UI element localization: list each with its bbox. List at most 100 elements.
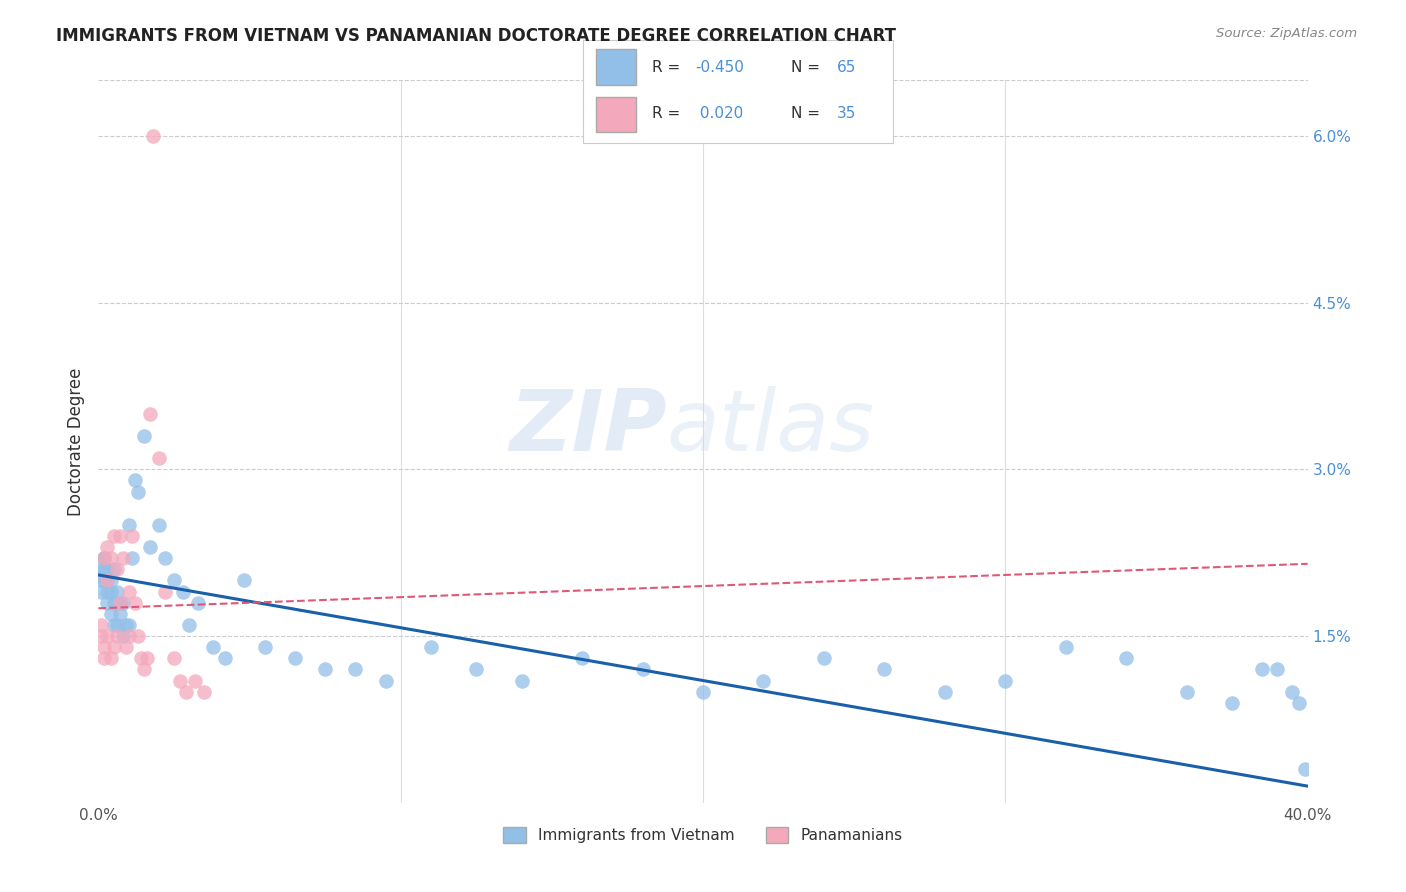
Point xyxy=(124,474,146,488)
Point xyxy=(752,673,775,688)
Point xyxy=(163,651,186,665)
Point xyxy=(93,551,115,566)
Point xyxy=(314,662,336,676)
Point xyxy=(100,584,122,599)
Point xyxy=(103,596,125,610)
Point xyxy=(184,673,207,688)
Point xyxy=(153,551,176,566)
Point xyxy=(93,551,115,566)
Point xyxy=(1220,696,1243,710)
Point xyxy=(1175,684,1198,698)
Point xyxy=(124,596,146,610)
Point xyxy=(202,640,225,655)
FancyBboxPatch shape xyxy=(596,49,636,86)
Point xyxy=(174,684,197,698)
Point xyxy=(100,574,122,588)
Point xyxy=(96,584,118,599)
Point xyxy=(111,596,134,610)
Point xyxy=(1281,684,1303,698)
Point xyxy=(93,562,115,576)
Point xyxy=(135,651,157,665)
Text: N =: N = xyxy=(790,60,824,75)
Text: atlas: atlas xyxy=(666,385,875,468)
Point xyxy=(129,651,152,665)
Point xyxy=(692,684,714,698)
Text: -0.450: -0.450 xyxy=(695,60,744,75)
Point xyxy=(93,651,115,665)
Text: R =: R = xyxy=(651,106,685,121)
Point xyxy=(100,651,122,665)
Point xyxy=(163,574,186,588)
Point xyxy=(96,596,118,610)
Point xyxy=(172,584,194,599)
Text: 0.020: 0.020 xyxy=(695,106,744,121)
Point xyxy=(187,596,209,610)
Point xyxy=(103,640,125,655)
Point xyxy=(232,574,254,588)
Point xyxy=(108,596,131,610)
Point xyxy=(127,484,149,499)
Point xyxy=(96,540,118,554)
Point xyxy=(169,673,191,688)
Point xyxy=(93,551,115,566)
Point xyxy=(108,596,131,610)
Point xyxy=(139,407,162,421)
Point xyxy=(139,540,162,554)
Text: N =: N = xyxy=(790,106,824,121)
Point xyxy=(153,584,176,599)
Point xyxy=(420,640,443,655)
Point xyxy=(93,640,115,655)
Text: 35: 35 xyxy=(837,106,856,121)
Point xyxy=(114,640,136,655)
Point xyxy=(93,574,115,588)
Point xyxy=(193,684,215,698)
Point xyxy=(994,673,1017,688)
Point xyxy=(100,551,122,566)
FancyBboxPatch shape xyxy=(596,96,636,132)
Point xyxy=(148,517,170,532)
Point xyxy=(103,562,125,576)
Point xyxy=(111,551,134,566)
Point xyxy=(105,584,128,599)
Point xyxy=(111,629,134,643)
Point xyxy=(1267,662,1289,676)
Point xyxy=(118,618,141,632)
Text: 65: 65 xyxy=(837,60,856,75)
Point xyxy=(1251,662,1274,676)
Point xyxy=(374,673,396,688)
Point xyxy=(108,607,131,621)
Point xyxy=(90,574,112,588)
Point xyxy=(132,429,155,443)
Point xyxy=(96,574,118,588)
Text: IMMIGRANTS FROM VIETNAM VS PANAMANIAN DOCTORATE DEGREE CORRELATION CHART: IMMIGRANTS FROM VIETNAM VS PANAMANIAN DO… xyxy=(56,27,896,45)
Point xyxy=(934,684,956,698)
Point xyxy=(105,629,128,643)
Point xyxy=(148,451,170,466)
Point xyxy=(96,629,118,643)
Point xyxy=(1294,763,1316,777)
Point xyxy=(90,618,112,632)
Point xyxy=(132,662,155,676)
Point xyxy=(179,618,201,632)
Point xyxy=(631,662,654,676)
Point xyxy=(108,529,131,543)
Point xyxy=(344,662,367,676)
Point xyxy=(873,662,896,676)
Point xyxy=(813,651,835,665)
Point xyxy=(103,618,125,632)
Text: R =: R = xyxy=(651,60,685,75)
Point xyxy=(465,662,488,676)
Point xyxy=(118,584,141,599)
Point xyxy=(105,618,128,632)
Point xyxy=(127,629,149,643)
Point xyxy=(118,517,141,532)
Point xyxy=(90,562,112,576)
Point xyxy=(1288,696,1310,710)
Point xyxy=(571,651,593,665)
Point xyxy=(1115,651,1137,665)
Y-axis label: Doctorate Degree: Doctorate Degree xyxy=(66,368,84,516)
Point xyxy=(284,651,307,665)
Point xyxy=(90,584,112,599)
Point xyxy=(103,529,125,543)
Point xyxy=(510,673,533,688)
